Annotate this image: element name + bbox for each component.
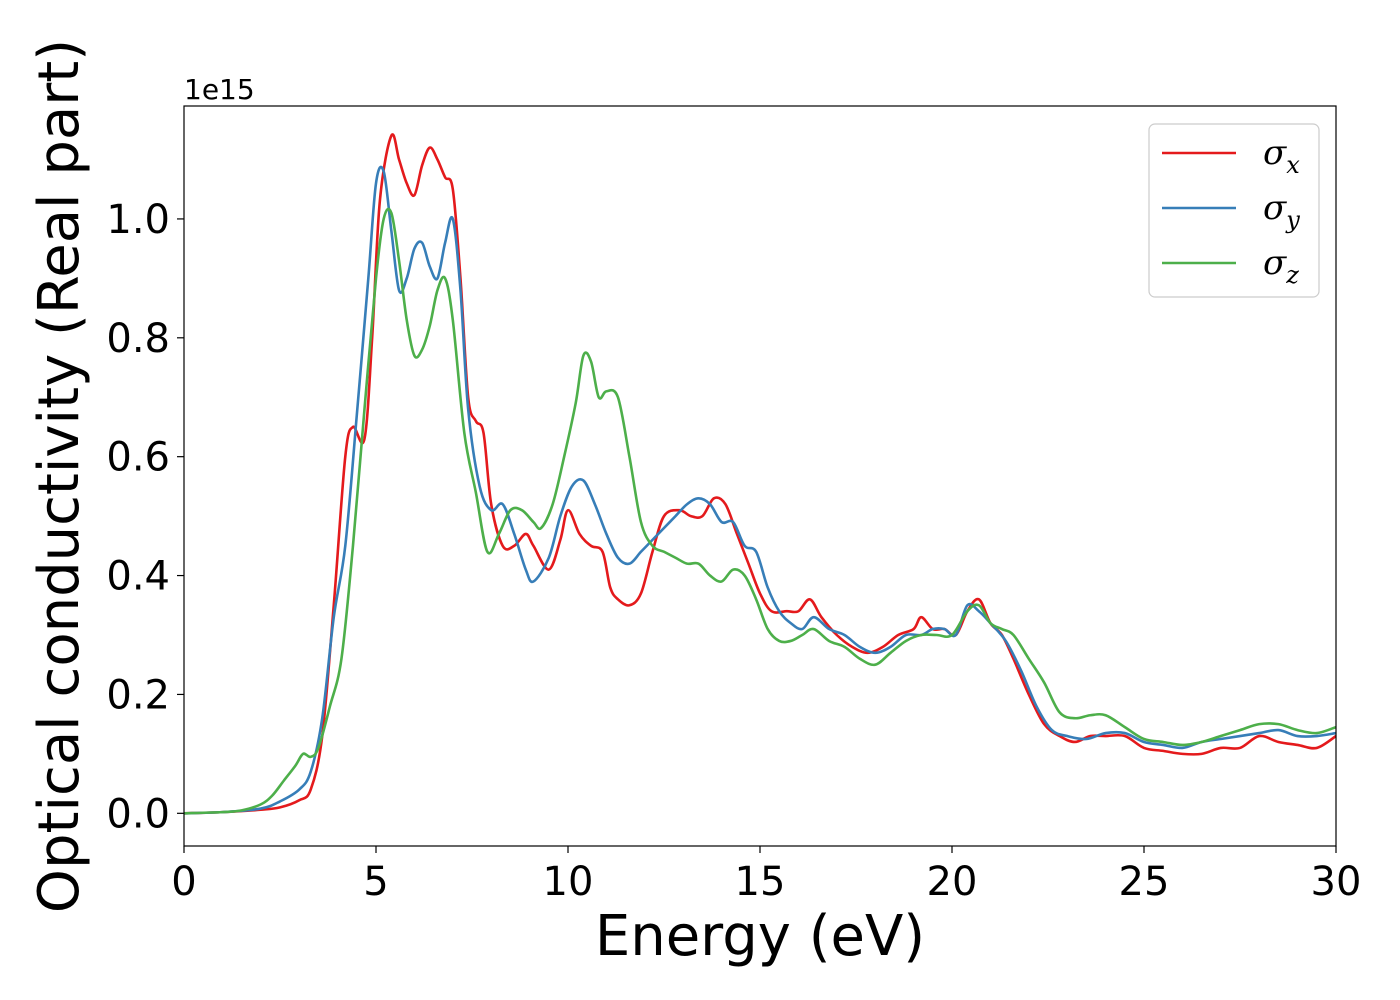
- y-tick-label: 0.2: [106, 672, 170, 718]
- y-offset-label: 1e15: [184, 73, 255, 106]
- series-line-sigma-y: [184, 165, 1336, 815]
- y-tick-label: 0.8: [106, 316, 170, 362]
- legend-box: [1148, 123, 1320, 298]
- y-tick-label: 0.0: [106, 791, 170, 837]
- legend-label-x: σx: [1263, 133, 1300, 179]
- y-axis-title: Optical conductivity (Real part): [27, 39, 92, 913]
- y-axis: 0.0 0.2 0.4 0.6 0.8 1.0: [106, 197, 184, 837]
- series-layer: [184, 133, 1336, 815]
- x-tick-label: 30: [1311, 859, 1362, 905]
- x-tick-label: 0: [171, 859, 196, 905]
- legend-label-z: σz: [1263, 243, 1299, 289]
- x-tick-label: 20: [927, 859, 978, 905]
- x-tick-label: 15: [735, 859, 786, 905]
- legend-label-y: σy: [1263, 188, 1300, 234]
- series-line-sigma-z: [184, 207, 1336, 815]
- legend: σx σy σz: [1148, 123, 1320, 298]
- x-tick-label: 25: [1119, 859, 1170, 905]
- y-tick-label: 0.6: [106, 435, 170, 481]
- x-tick-label: 5: [363, 859, 388, 905]
- y-tick-label: 1.0: [106, 197, 170, 243]
- x-tick-label: 10: [543, 859, 594, 905]
- series-line-sigma-x: [184, 133, 1336, 815]
- x-axis-title: Energy (eV): [595, 904, 925, 969]
- x-axis: 0 5 10 15 20 25 30: [171, 846, 1361, 905]
- y-tick-label: 0.4: [106, 554, 170, 600]
